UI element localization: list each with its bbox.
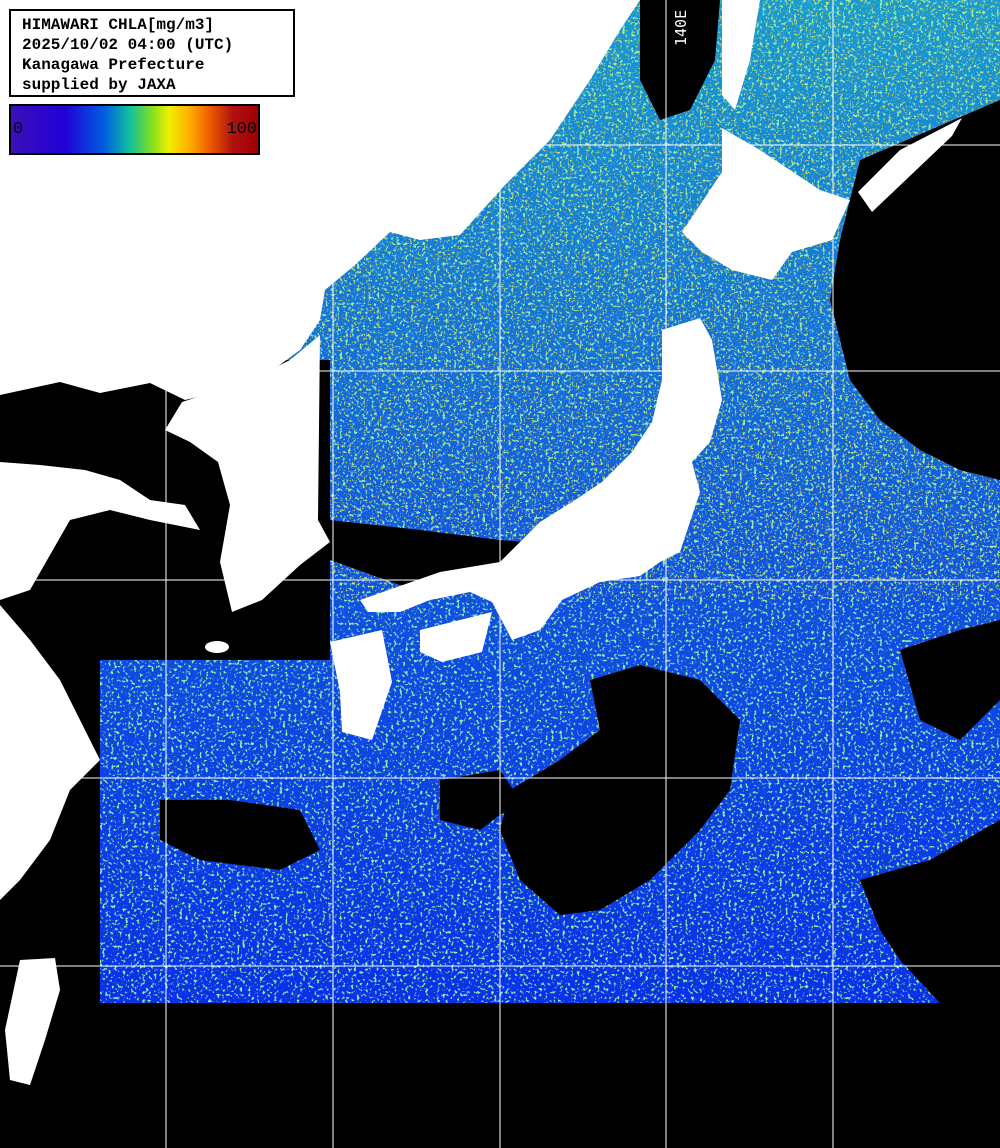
legend-datetime: 2025/10/02 04:00 (UTC) xyxy=(22,36,234,54)
land-china-coast xyxy=(0,605,100,900)
lon-label-140e: 140E xyxy=(672,10,690,46)
land-asia-mainland xyxy=(0,0,640,400)
colorbar: 0 100 xyxy=(9,104,260,155)
land-korea xyxy=(165,335,330,612)
land-kurils xyxy=(858,118,962,212)
lat-label-40n: 40N xyxy=(12,353,39,371)
land-shikoku xyxy=(420,612,492,662)
colorbar-max-label: 100 xyxy=(226,120,257,139)
colorbar-min-label: 0 xyxy=(13,120,24,139)
land-layer xyxy=(0,0,962,1085)
land-hokkaido xyxy=(682,128,850,280)
land-taiwan xyxy=(5,958,60,1085)
land-shandong xyxy=(0,462,200,600)
land-island-northwest xyxy=(400,128,428,168)
legend-prefecture: Kanagawa Prefecture xyxy=(22,56,205,74)
legend-supplier: supplied by JAXA xyxy=(22,76,176,94)
title-legend-box: HIMAWARI CHLA[mg/m3] 2025/10/02 04:00 (U… xyxy=(9,9,295,97)
lat-label-30n: 30N xyxy=(16,760,43,778)
land-sakhalin xyxy=(722,0,760,110)
land-honshu xyxy=(360,318,722,640)
land-kyushu xyxy=(330,630,392,740)
legend-title: HIMAWARI CHLA[mg/m3] xyxy=(22,16,215,34)
